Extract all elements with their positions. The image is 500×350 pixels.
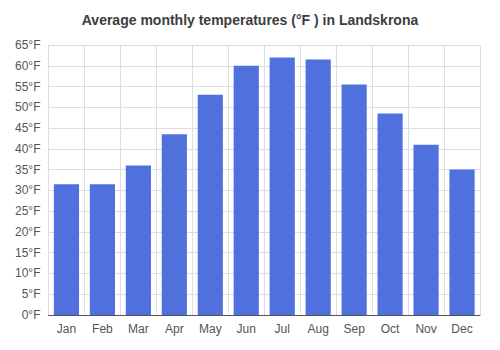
svg-text:55°F: 55°F — [15, 80, 40, 94]
svg-text:Mar: Mar — [128, 322, 149, 336]
svg-text:15°F: 15°F — [15, 246, 40, 260]
svg-text:25°F: 25°F — [15, 204, 40, 218]
svg-text:Apr: Apr — [165, 322, 184, 336]
svg-text:45°F: 45°F — [15, 121, 40, 135]
svg-text:30°F: 30°F — [15, 183, 40, 197]
svg-text:Nov: Nov — [415, 322, 436, 336]
svg-text:Dec: Dec — [451, 322, 472, 336]
svg-text:Jan: Jan — [57, 322, 76, 336]
svg-text:Feb: Feb — [92, 322, 113, 336]
svg-text:Jul: Jul — [275, 322, 290, 336]
svg-text:50°F: 50°F — [15, 100, 40, 114]
svg-text:10°F: 10°F — [15, 266, 40, 280]
svg-text:Sep: Sep — [343, 322, 365, 336]
svg-text:65°F: 65°F — [15, 38, 40, 52]
svg-text:20°F: 20°F — [15, 225, 40, 239]
svg-text:Aug: Aug — [307, 322, 328, 336]
svg-text:Average monthly temperatures (: Average monthly temperatures (°F ) in La… — [82, 12, 419, 28]
svg-text:35°F: 35°F — [15, 163, 40, 177]
svg-text:Jun: Jun — [237, 322, 256, 336]
svg-text:May: May — [199, 322, 222, 336]
svg-text:60°F: 60°F — [15, 59, 40, 73]
svg-text:Oct: Oct — [381, 322, 400, 336]
svg-text:5°F: 5°F — [22, 287, 41, 301]
svg-text:0°F: 0°F — [22, 308, 41, 322]
svg-text:40°F: 40°F — [15, 142, 40, 156]
